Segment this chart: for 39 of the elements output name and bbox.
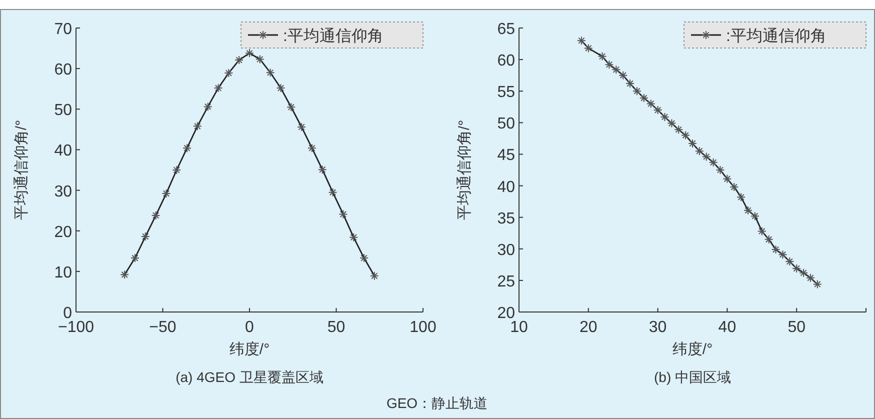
y-tick-label: 25 [497,273,516,290]
y-tick-label: 45 [497,147,516,164]
legend: :平均通信仰角 [240,22,424,48]
x-tick-label: 50 [327,319,346,336]
x-tick-label: 20 [580,319,598,336]
y-tick-label: 0 [63,305,72,322]
y-tick-label: 60 [54,62,72,79]
y-tick-label: 40 [54,142,72,160]
x-axis-title: 纬度/° [229,341,270,358]
x-tick-label: 50 [788,319,806,336]
x-tick-label: 10 [510,319,528,336]
x-tick-label: −100 [58,319,94,336]
y-tick-label: 40 [497,178,516,196]
text: (b) 中国区域 [654,369,731,385]
y-tick-label: 60 [497,52,516,70]
text: (a) 4GEO 卫星覆盖区域 [176,369,324,385]
y-tick-label: 50 [54,102,72,120]
x-tick-label: −50 [149,319,176,336]
y-tick-label: 70 [54,21,72,38]
y-tick-label: 65 [497,21,516,38]
y-tick-label: 20 [497,305,516,322]
x-axis-title: 纬度/° [672,341,713,358]
text: GEO：静止轨道 [386,395,488,411]
y-tick-label: 10 [54,264,72,282]
y-axis-title: 平均通信仰角/° [456,120,473,220]
y-tick-label: 55 [497,84,516,102]
y-tick-label: 35 [497,210,516,228]
x-tick-label: 100 [410,319,436,336]
y-tick-label: 30 [497,242,516,259]
y-tick-label: 50 [497,116,516,133]
legend-label: :平均通信仰角 [726,27,826,45]
legend: :平均通信仰角 [684,22,866,48]
x-tick-label: 30 [648,319,667,336]
y-tick-label: 30 [54,183,72,200]
legend-label: :平均通信仰角 [283,27,384,45]
y-tick-label: 20 [54,224,72,241]
x-tick-label: 0 [245,319,254,336]
x-tick-label: 40 [718,319,736,336]
y-axis-title: 平均通信仰角/° [13,120,30,220]
